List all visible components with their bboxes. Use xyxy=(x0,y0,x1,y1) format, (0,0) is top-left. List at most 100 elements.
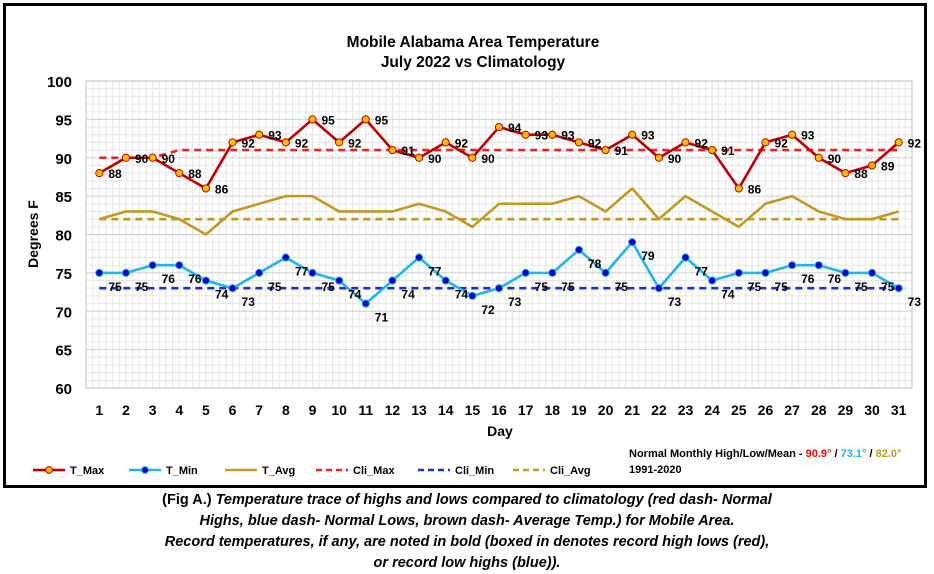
y-tick-label: 65 xyxy=(55,343,72,360)
point-t-max xyxy=(228,138,237,147)
x-tick-label: 15 xyxy=(465,402,481,418)
y-tick-label: 75 xyxy=(55,266,72,283)
data-label-t-max: 93 xyxy=(801,129,815,143)
point-t-min xyxy=(414,253,424,262)
x-tick-label: 17 xyxy=(518,402,534,418)
legend-item-t-avg: T_Avg xyxy=(225,465,295,477)
data-label-t-min: 76 xyxy=(188,272,202,286)
y-tick-label: 95 xyxy=(55,112,72,129)
point-t-max xyxy=(388,145,397,155)
point-t-max xyxy=(654,153,663,162)
point-t-min xyxy=(95,268,104,277)
data-label-t-min: 75 xyxy=(108,280,122,294)
x-tick-label: 5 xyxy=(202,402,210,418)
point-t-min xyxy=(148,261,157,270)
data-label-t-min: 77 xyxy=(695,265,709,279)
data-label-t-min: 75 xyxy=(615,280,629,294)
data-label-t-min: 74 xyxy=(348,288,362,302)
legend-item-cli-max: Cli_Max xyxy=(316,465,395,477)
x-tick-label: 14 xyxy=(438,402,454,418)
point-t-max xyxy=(468,153,477,162)
data-label-t-max: 92 xyxy=(908,136,922,150)
point-t-min xyxy=(255,268,264,277)
caption-line-3: Record temperatures, if any, are noted i… xyxy=(164,534,770,550)
point-t-min xyxy=(894,284,903,293)
data-label-t-max: 92 xyxy=(455,136,469,150)
x-tick-label: 10 xyxy=(331,402,347,418)
data-label-t-min: 75 xyxy=(854,280,868,294)
data-label-t-min: 72 xyxy=(481,303,495,317)
caption-line-4: or record low highs (blue)). xyxy=(373,555,561,571)
point-t-min xyxy=(468,291,477,300)
point-t-min xyxy=(335,276,344,285)
data-label-t-max: 91 xyxy=(721,144,735,158)
data-label-t-min: 75 xyxy=(321,280,335,294)
point-t-min xyxy=(574,245,584,254)
point-t-min xyxy=(628,238,637,247)
chart-title: Mobile Alabama Area Temperature xyxy=(347,34,600,51)
x-tick-label: 19 xyxy=(571,402,587,418)
x-tick-label: 24 xyxy=(704,402,720,418)
data-label-t-min: 73 xyxy=(242,295,256,309)
data-label-t-max: 90 xyxy=(668,152,682,166)
x-tick-label: 23 xyxy=(678,402,694,418)
point-t-min xyxy=(521,268,530,277)
point-t-max xyxy=(121,153,131,162)
point-t-min xyxy=(654,284,663,293)
caption-lead: (Fig A.) xyxy=(162,492,212,508)
x-tick-label: 12 xyxy=(385,402,401,418)
data-label-t-min: 75 xyxy=(881,280,895,294)
data-label-t-min: 75 xyxy=(535,280,549,294)
point-t-max xyxy=(867,161,877,170)
data-label-t-max: 93 xyxy=(268,129,282,143)
point-t-max xyxy=(681,138,690,147)
data-label-t-min: 76 xyxy=(162,272,176,286)
point-t-min xyxy=(708,276,717,285)
point-t-min xyxy=(201,276,211,285)
plot-area-border xyxy=(85,80,913,389)
data-label-t-max: 91 xyxy=(401,144,415,158)
point-t-max xyxy=(708,145,717,155)
data-label-t-max: 90 xyxy=(162,152,176,166)
point-t-min xyxy=(228,284,237,293)
x-tick-label: 18 xyxy=(545,402,561,418)
data-label-t-max: 93 xyxy=(561,129,575,143)
point-t-min xyxy=(761,268,770,277)
point-t-max xyxy=(601,145,610,155)
data-label-t-max: 88 xyxy=(108,167,122,181)
point-t-max xyxy=(841,169,850,178)
point-t-min xyxy=(814,261,823,270)
data-label-t-min: 75 xyxy=(561,280,575,294)
x-tick-label: 22 xyxy=(651,402,667,418)
data-label-t-max: 93 xyxy=(535,129,549,143)
x-tick-label: 3 xyxy=(149,402,157,418)
point-t-max xyxy=(761,138,770,147)
data-label-t-min: 76 xyxy=(801,272,815,286)
data-label-t-max: 95 xyxy=(321,113,335,127)
point-t-min xyxy=(494,284,504,293)
x-tick-label: 2 xyxy=(122,402,130,418)
x-tick-label: 1 xyxy=(95,402,103,418)
legend-label: Cli_Max xyxy=(353,465,395,477)
point-t-max xyxy=(201,184,211,193)
x-tick-label: 21 xyxy=(624,402,640,418)
data-label-t-min: 75 xyxy=(268,280,282,294)
y-axis-title: Degrees F xyxy=(25,200,41,268)
point-t-max xyxy=(95,169,104,178)
point-t-max xyxy=(787,130,797,139)
data-label-t-min: 74 xyxy=(401,288,415,302)
point-t-min xyxy=(734,268,743,277)
data-label-t-max: 88 xyxy=(854,167,868,181)
legend-label: T_Avg xyxy=(262,465,295,477)
point-t-max xyxy=(335,138,344,147)
point-t-min xyxy=(388,276,397,285)
x-tick-label: 16 xyxy=(491,402,507,418)
data-label-t-min: 77 xyxy=(428,265,442,279)
normals-sep-2: / xyxy=(869,448,872,460)
point-t-max xyxy=(548,130,557,139)
legend-marker xyxy=(45,466,53,474)
data-label-t-max: 86 xyxy=(215,182,229,196)
data-label-t-min: 73 xyxy=(508,295,522,309)
point-t-max xyxy=(521,130,530,139)
